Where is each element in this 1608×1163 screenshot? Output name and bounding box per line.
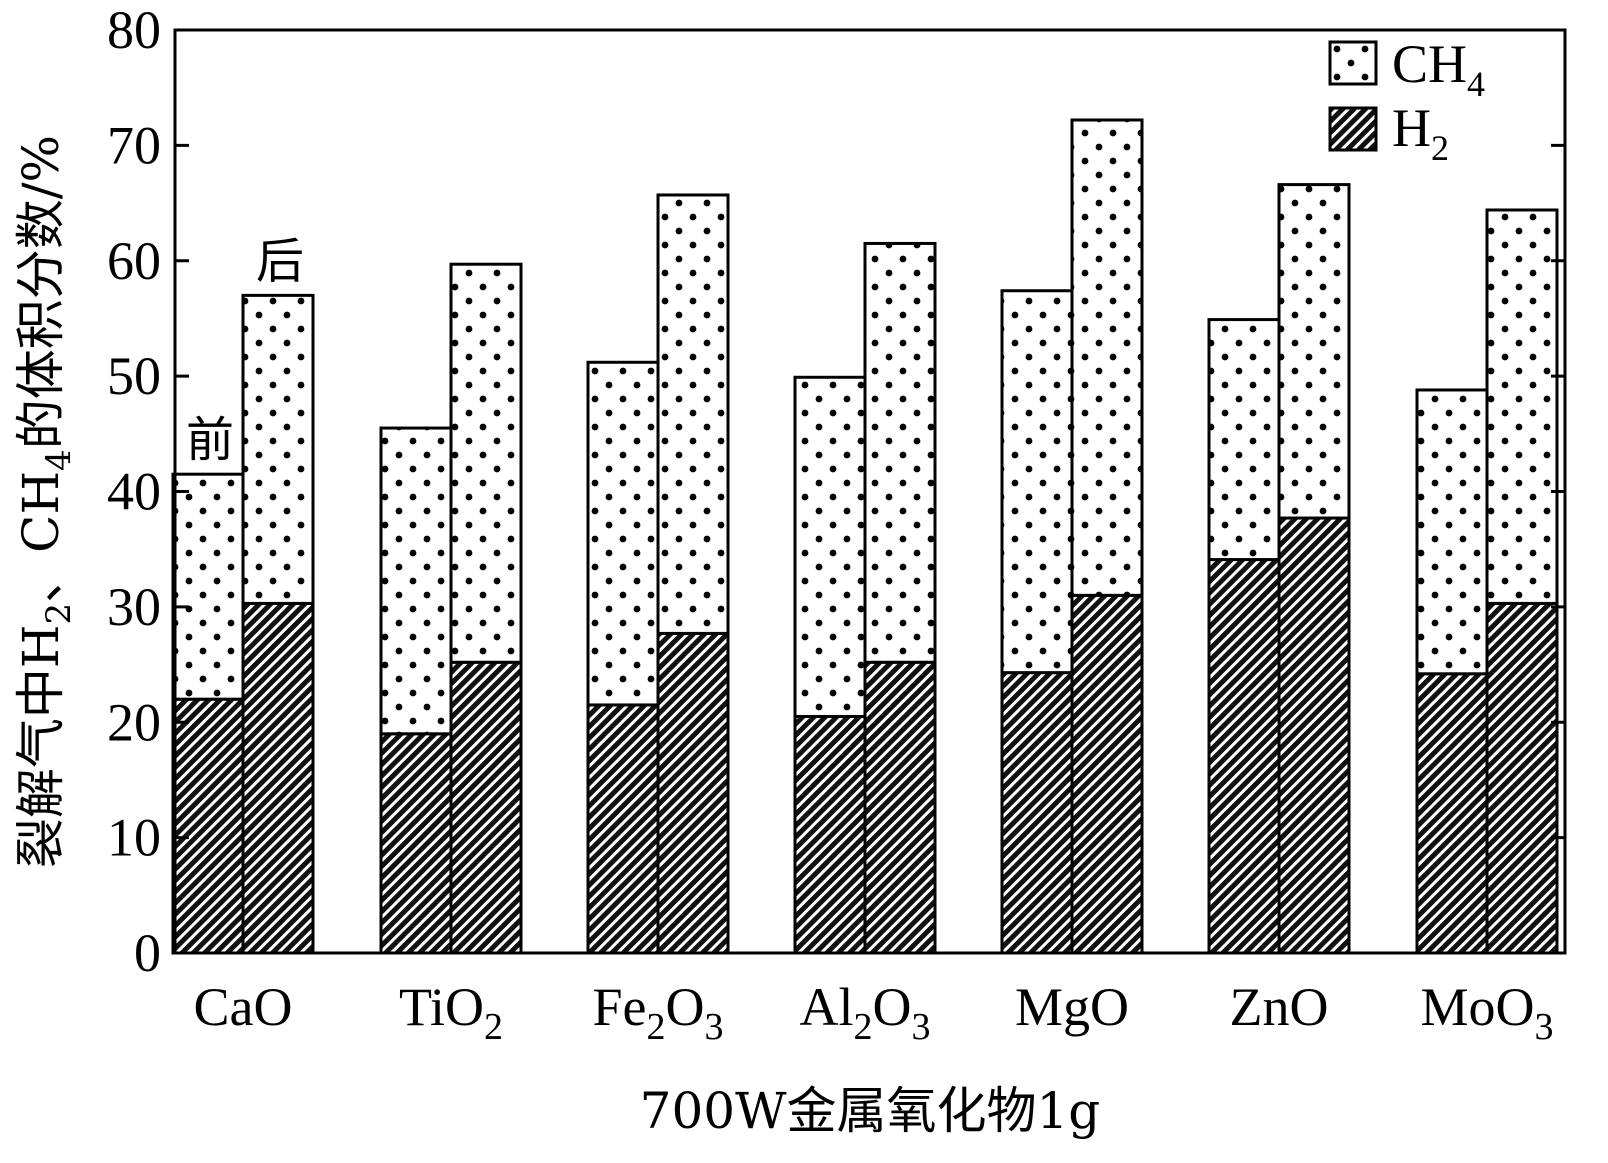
bar-h2-after-Al2O3 — [863, 660, 937, 955]
bar-h2-before-CaO — [171, 697, 245, 955]
bar-ch4-after-MoO3 — [1485, 208, 1559, 605]
x-category-label-base: Al — [800, 977, 854, 1037]
bars-layer — [171, 118, 1559, 955]
y-tick-label-80: 80 — [107, 0, 161, 60]
x-category-label-sub: 2 — [484, 1006, 503, 1048]
y-tick-label-50: 50 — [107, 346, 161, 406]
bar-h2-before-Fe2O3 — [586, 703, 660, 955]
bar-ch4-before-CaO — [171, 472, 245, 701]
bar-h2-after-TiO2 — [449, 660, 523, 955]
x-category-label-TiO2: TiO2 — [399, 977, 503, 1048]
x-category-label-sub: 3 — [1535, 1006, 1554, 1048]
x-category-label-sub: 2 — [854, 1006, 873, 1048]
x-category-label-sub2: 3 — [912, 1006, 931, 1048]
y-ticks-layer: 0 10 20 30 40 50 60 70 80 — [107, 0, 1565, 983]
y-axis-title-part1: 裂解气中H — [12, 624, 70, 868]
legend-label-ch4-base: CH — [1392, 34, 1467, 94]
bar-ch4-before-MgO — [1000, 289, 1074, 675]
y-tick-label-10: 10 — [107, 808, 161, 868]
y-tick-label-60: 60 — [107, 231, 161, 291]
bar-ch4-after-Fe2O3 — [656, 193, 730, 635]
legend-label-ch4: CH4 — [1392, 34, 1485, 104]
legend-label-h2-base: H — [1392, 98, 1431, 158]
annotation-after: 后 — [256, 233, 304, 289]
bar-h2-before-Al2O3 — [793, 714, 867, 955]
y-axis-title-part2: 、CH — [12, 471, 70, 603]
bar-ch4-before-MoO3 — [1415, 388, 1489, 676]
bar-ch4-before-Al2O3 — [793, 375, 867, 718]
y-tick-label-20: 20 — [107, 692, 161, 752]
bar-h2-before-TiO2 — [379, 732, 453, 955]
y-axis-title-sub1: 2 — [39, 603, 79, 625]
legend-label-h2: H2 — [1392, 98, 1449, 168]
bar-ch4-after-Al2O3 — [863, 241, 937, 664]
bar-h2-after-MoO3 — [1485, 601, 1559, 955]
x-category-label-CaO: CaO — [194, 977, 293, 1037]
y-axis-title-part3: 的体积分数/% — [12, 135, 70, 449]
x-category-label-ZnO: ZnO — [1230, 977, 1329, 1037]
bar-ch4-after-ZnO — [1277, 183, 1351, 520]
x-category-label-base: CaO — [194, 977, 293, 1037]
x-category-label-base: TiO — [399, 977, 484, 1037]
bar-ch4-before-TiO2 — [379, 426, 453, 736]
bar-h2-before-ZnO — [1207, 558, 1281, 955]
legend-label-h2-sub: 2 — [1431, 128, 1449, 168]
bar-ch4-before-ZnO — [1207, 318, 1281, 562]
x-category-label-base: MgO — [1015, 977, 1129, 1037]
x-axis-title: 700W金属氧化物1g — [640, 1082, 1101, 1140]
y-tick-label-40: 40 — [107, 462, 161, 522]
legend-label-ch4-sub: 4 — [1467, 64, 1485, 104]
legend: CH4 H2 — [1328, 34, 1485, 168]
bar-ch4-before-Fe2O3 — [586, 360, 660, 707]
annotation-before: 前 — [186, 412, 234, 468]
bar-h2-after-ZnO — [1277, 516, 1351, 955]
x-category-label-tail: O — [873, 977, 912, 1037]
bar-ch4-after-MgO — [1070, 118, 1144, 597]
x-category-label-sub2: 3 — [705, 1006, 724, 1048]
x-category-label-base: ZnO — [1230, 977, 1329, 1037]
y-axis-title-sub2: 4 — [39, 449, 79, 471]
bar-h2-before-MgO — [1000, 671, 1074, 955]
legend-swatch-ch4 — [1328, 40, 1378, 86]
x-category-label-sub: 2 — [647, 1006, 666, 1048]
bar-ch4-after-CaO — [241, 293, 315, 605]
bar-h2-after-CaO — [241, 601, 315, 955]
x-category-label-MgO: MgO — [1015, 977, 1129, 1037]
category-labels-layer: CaO TiO2 Fe2O3 Al2O3 MgO ZnO MoO3 — [194, 977, 1554, 1048]
x-category-label-MoO3: MoO3 — [1420, 977, 1553, 1048]
x-category-label-Fe2O3: Fe2O3 — [593, 977, 724, 1048]
bar-h2-after-MgO — [1070, 593, 1144, 955]
bar-h2-after-Fe2O3 — [656, 631, 730, 955]
bar-h2-before-MoO3 — [1415, 672, 1489, 955]
x-category-label-tail: O — [666, 977, 705, 1037]
legend-swatch-h2 — [1328, 106, 1378, 152]
x-category-label-base: MoO — [1420, 977, 1534, 1037]
y-axis-title: 裂解气中H2、CH4的体积分数/% — [12, 135, 79, 868]
x-category-label-Al2O3: Al2O3 — [800, 977, 931, 1048]
y-tick-label-70: 70 — [107, 115, 161, 175]
annotation-before-box — [178, 402, 240, 473]
x-category-label-base: Fe — [593, 977, 647, 1037]
bar-ch4-after-TiO2 — [449, 262, 523, 664]
y-tick-label-30: 30 — [107, 577, 161, 637]
y-tick-label-0: 0 — [134, 923, 161, 983]
